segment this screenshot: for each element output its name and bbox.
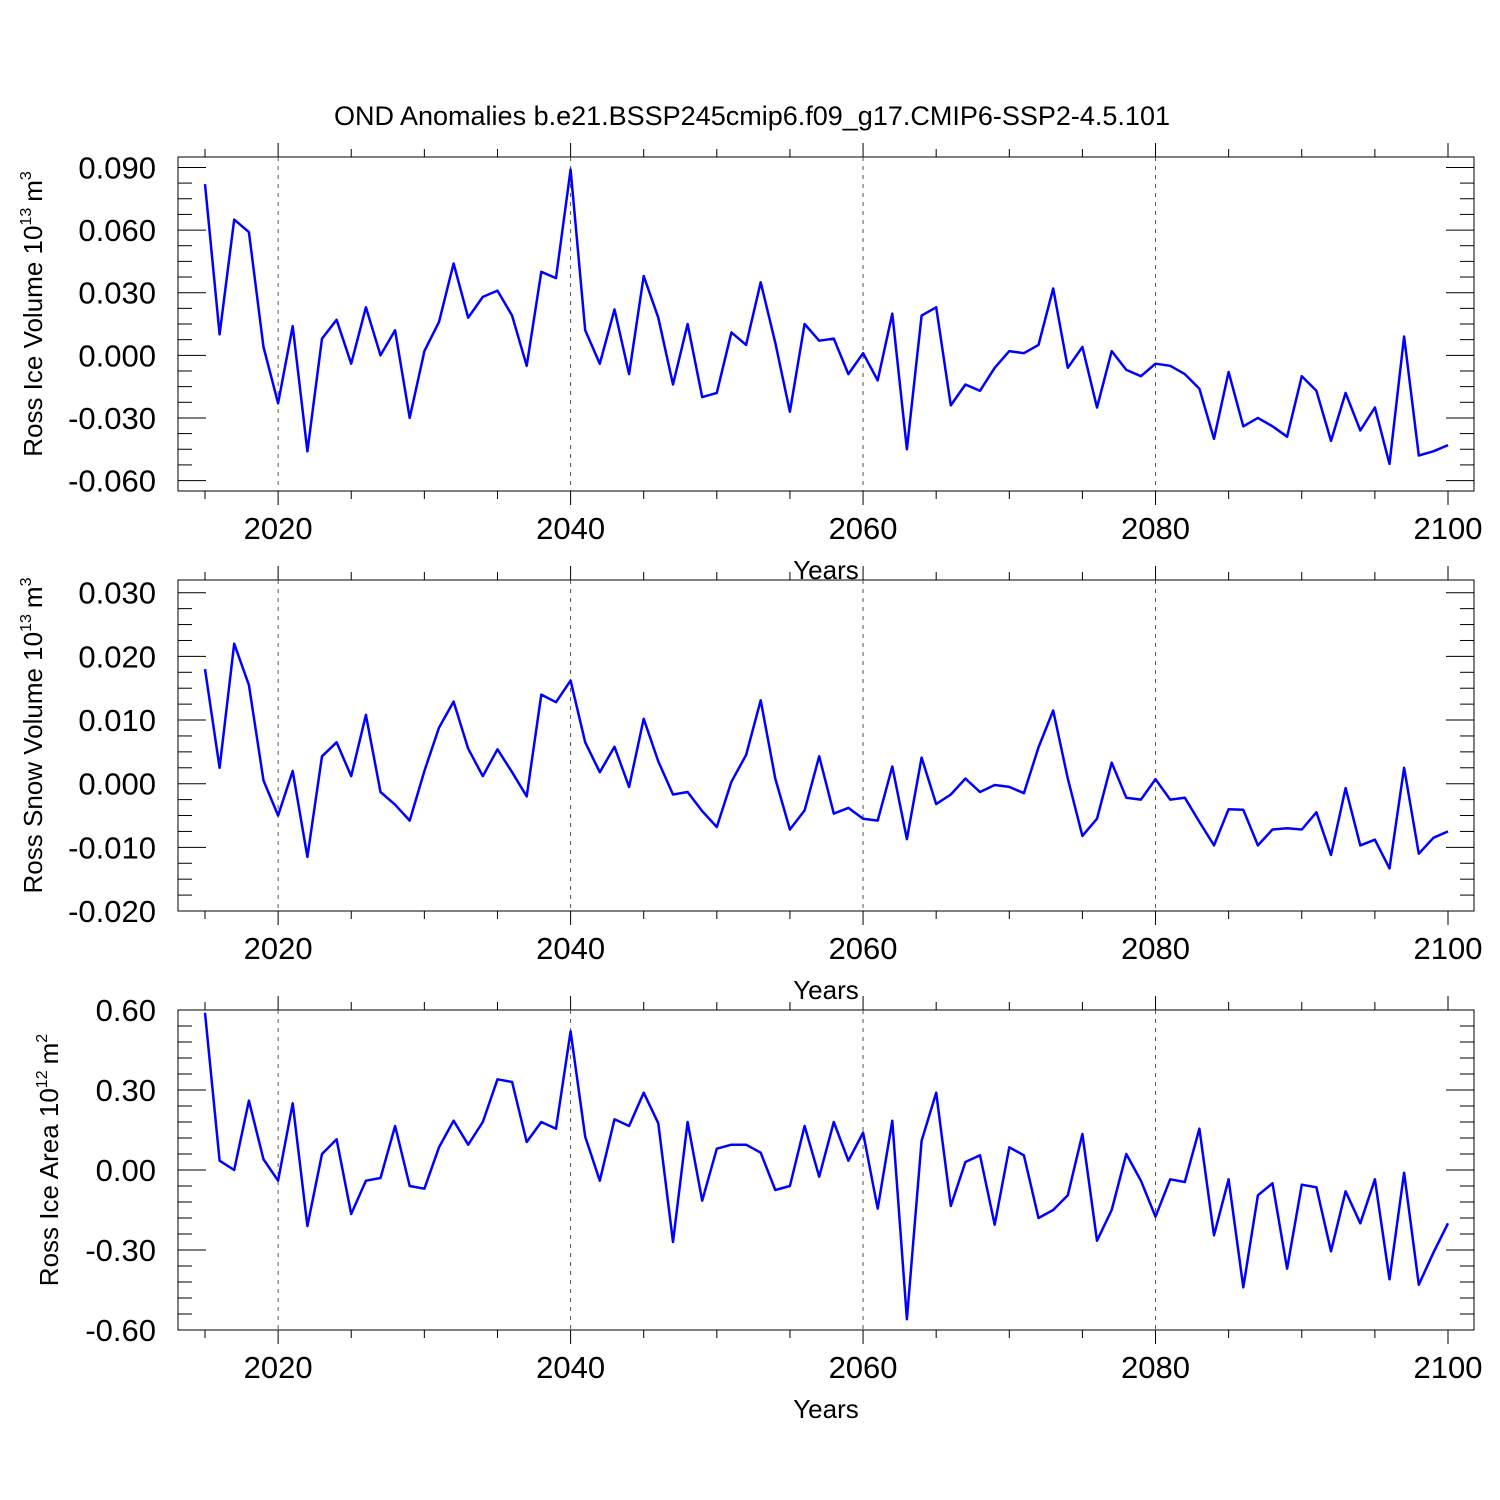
- y-tick-label: -0.060: [68, 464, 156, 499]
- x-tick-label: 2080: [1121, 511, 1190, 546]
- y-tick-label: 0.020: [78, 639, 156, 674]
- data-line: [203, 1012, 1450, 1321]
- y-tick-label: 0.000: [78, 338, 156, 373]
- x-axis-label: Years: [793, 1394, 859, 1424]
- y-axis-label: Ross Ice Volume 1013m3: [18, 171, 48, 457]
- x-tick-label: 2060: [829, 931, 898, 966]
- x-tick-label: 2100: [1414, 1350, 1483, 1385]
- y-tick-label: 0.30: [96, 1073, 156, 1108]
- x-tick-label: 2040: [536, 1350, 605, 1385]
- plot-frame: [177, 156, 1475, 492]
- panel-1: 2020 2040 2060 2080 2100 -0.060 -0.030 0.000 0.0…: [18, 143, 1482, 585]
- y-tick-label: 0.090: [78, 150, 156, 185]
- x-tick-label: 2020: [244, 511, 313, 546]
- y-tick-label: -0.030: [68, 401, 156, 436]
- data-line: [203, 168, 1449, 466]
- y-tick-label: 0.60: [96, 993, 156, 1028]
- plot-frame: [177, 1009, 1475, 1331]
- panel-3: 2020 2040 2060 2080 2100 -0.60 -0.30 0.00 0.30 0.…: [34, 993, 1482, 1424]
- x-tick-label: 2020: [244, 1350, 313, 1385]
- y-tick-label: 0.030: [78, 276, 156, 311]
- y-tick-label: -0.020: [68, 894, 156, 929]
- x-tick-label: 2040: [536, 931, 605, 966]
- y-tick-label: -0.60: [85, 1313, 156, 1348]
- x-tick-label: 2100: [1414, 931, 1483, 966]
- x-tick-label: 2060: [829, 511, 898, 546]
- x-tick-label: 2080: [1121, 1350, 1190, 1385]
- x-tick-label: 2060: [829, 1350, 898, 1385]
- x-tick-label: 2080: [1121, 931, 1190, 966]
- y-tick-label: 0.000: [78, 767, 156, 802]
- y-tick-label: 0.00: [96, 1153, 156, 1188]
- x-axis-label: Years: [793, 975, 859, 1005]
- panel-2: 2020 2040 2060 2080 2100 -0.020 -0.010 0.000 0.0…: [18, 566, 1482, 1005]
- data-line: [203, 642, 1449, 870]
- y-tick-label: -0.010: [68, 830, 156, 865]
- y-axis-label: Ross Snow Volume 1013m3: [18, 577, 48, 893]
- x-tick-label: 2020: [244, 931, 313, 966]
- y-axis-label: Ross Ice Area 1012m2: [34, 1034, 64, 1286]
- plot-frame: [177, 579, 1475, 912]
- y-tick-label: 0.010: [78, 703, 156, 738]
- x-tick-label: 2100: [1414, 511, 1483, 546]
- y-tick-label: 0.060: [78, 213, 156, 248]
- y-tick-label: -0.30: [85, 1233, 156, 1268]
- y-tick-label: 0.030: [78, 576, 156, 611]
- figure-title: OND Anomalies b.e21.BSSP245cmip6.f09_g17…: [334, 101, 1170, 131]
- x-tick-label: 2040: [536, 511, 605, 546]
